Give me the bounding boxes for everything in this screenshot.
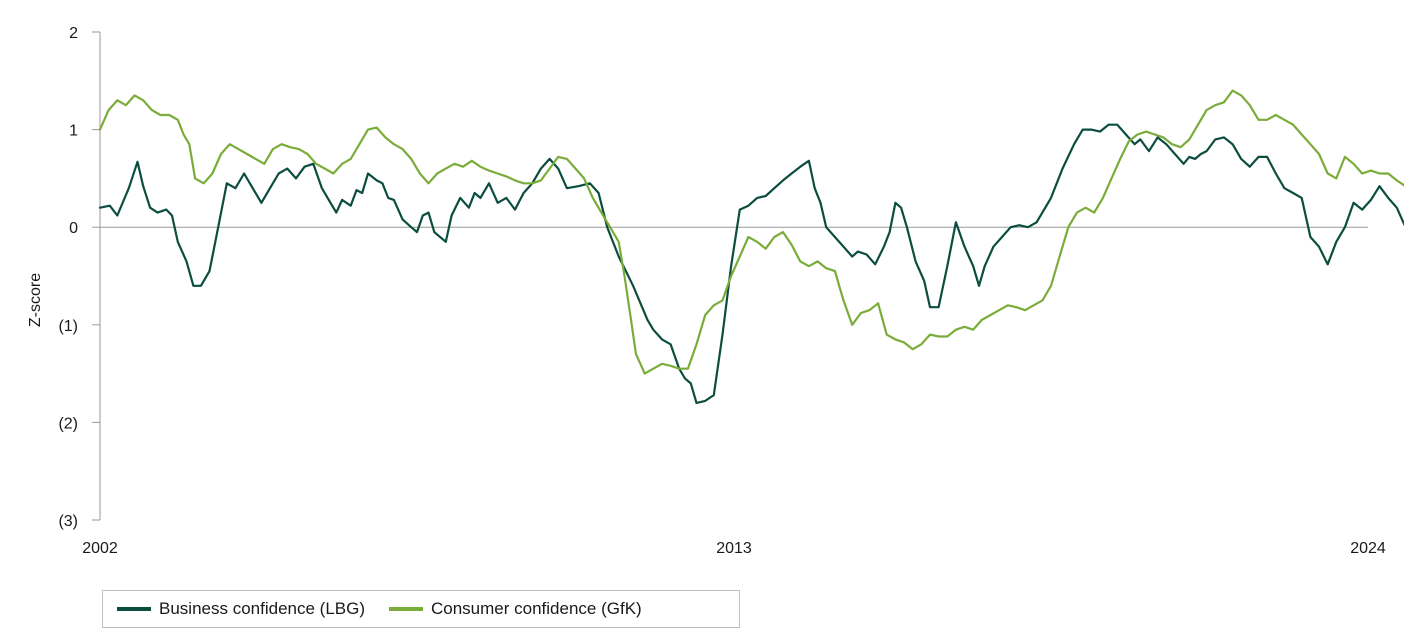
legend-label-business: Business confidence (LBG) (159, 599, 365, 618)
y-tick-label: 0 (69, 220, 78, 237)
legend-item-consumer: Consumer confidence (GfK) (389, 599, 642, 619)
legend-label-consumer: Consumer confidence (GfK) (431, 599, 642, 618)
y-tick-label: (3) (58, 513, 78, 530)
legend-swatch-business (117, 607, 151, 611)
y-tick-label: (1) (58, 318, 78, 335)
y-tick-label: 2 (69, 25, 78, 42)
x-tick-label: 2013 (716, 540, 752, 557)
y-tick-label: 1 (69, 123, 78, 140)
business-confidence-line (98, 123, 1404, 404)
legend-swatch-consumer (389, 607, 423, 611)
x-tick-label: 2024 (1350, 540, 1386, 557)
y-axis-title: Z-score (27, 273, 44, 327)
series-layer (98, 89, 1404, 404)
legend: Business confidence (LBG) Consumer confi… (102, 590, 740, 628)
consumer-confidence-line (98, 89, 1404, 375)
x-tick-label: 2002 (82, 540, 118, 557)
y-tick-label: (2) (58, 415, 78, 432)
axes: 2 1 0 (1) (2) (3)2002 2013 2024 (58, 25, 1385, 557)
legend-item-business: Business confidence (LBG) (117, 599, 365, 619)
